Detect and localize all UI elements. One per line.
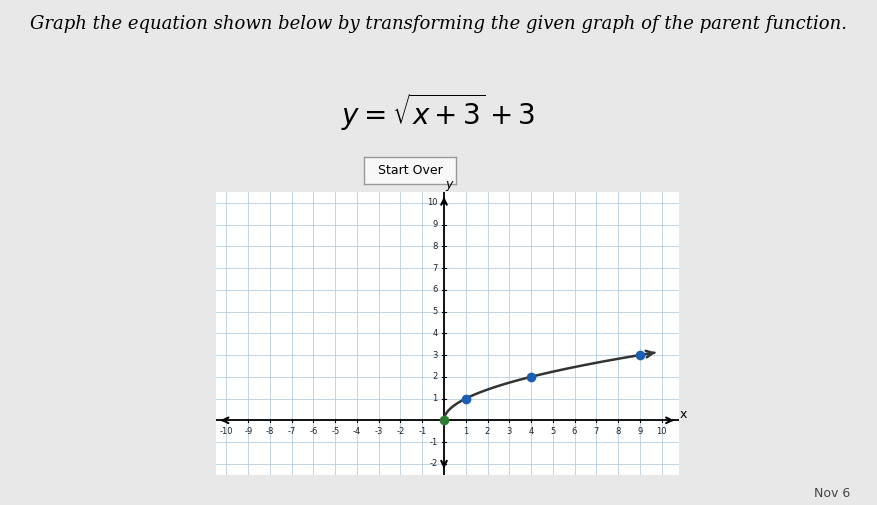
- Text: -1: -1: [418, 427, 426, 436]
- Text: Start Over: Start Over: [378, 164, 442, 177]
- Text: 10: 10: [656, 427, 667, 436]
- Text: 5: 5: [550, 427, 555, 436]
- Text: 1: 1: [432, 394, 438, 403]
- Text: 9: 9: [432, 220, 438, 229]
- Text: -5: -5: [332, 427, 339, 436]
- Text: $y = \sqrt{x+3}+3$: $y = \sqrt{x+3}+3$: [341, 91, 536, 133]
- Text: 6: 6: [432, 285, 438, 294]
- Text: -2: -2: [396, 427, 404, 436]
- Text: x: x: [680, 409, 688, 421]
- Text: 7: 7: [432, 264, 438, 273]
- Text: -3: -3: [374, 427, 383, 436]
- Text: Nov 6: Nov 6: [815, 487, 851, 500]
- Text: 6: 6: [572, 427, 577, 436]
- Text: -6: -6: [310, 427, 317, 436]
- Text: 9: 9: [638, 427, 643, 436]
- Text: -9: -9: [244, 427, 253, 436]
- Text: 7: 7: [594, 427, 599, 436]
- Text: -4: -4: [353, 427, 361, 436]
- Text: -7: -7: [288, 427, 296, 436]
- Text: 1: 1: [463, 427, 468, 436]
- Text: 8: 8: [616, 427, 621, 436]
- Text: y: y: [446, 178, 453, 191]
- Text: 4: 4: [529, 427, 533, 436]
- Text: 4: 4: [432, 329, 438, 338]
- Text: 2: 2: [432, 372, 438, 381]
- Text: 10: 10: [427, 198, 438, 207]
- Text: -10: -10: [220, 427, 233, 436]
- Text: -2: -2: [429, 460, 438, 468]
- Text: 5: 5: [432, 307, 438, 316]
- Text: 3: 3: [432, 350, 438, 360]
- Text: Graph the equation shown below by transforming the given graph of the parent fun: Graph the equation shown below by transf…: [30, 15, 847, 33]
- Text: -8: -8: [266, 427, 275, 436]
- Text: 2: 2: [485, 427, 490, 436]
- Text: -1: -1: [429, 437, 438, 446]
- Text: 3: 3: [507, 427, 512, 436]
- Text: 8: 8: [432, 242, 438, 251]
